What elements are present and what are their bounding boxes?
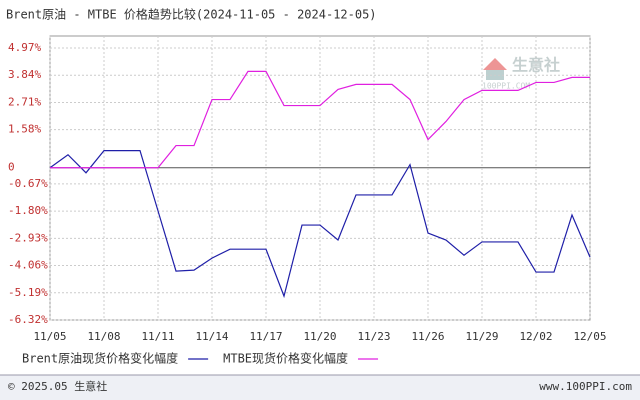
y-tick-label: -6.32% — [8, 313, 48, 326]
watermark-icon — [483, 58, 507, 70]
x-tick-label: 11/23 — [357, 330, 390, 343]
y-tick-label: 4.97% — [8, 41, 41, 54]
y-tick-label: 2.71% — [8, 95, 41, 108]
x-tick-label: 11/20 — [303, 330, 336, 343]
x-tick-label: 11/08 — [87, 330, 120, 343]
y-tick-label: -5.19% — [8, 286, 48, 299]
x-tick-label: 11/26 — [411, 330, 444, 343]
x-tick-label: 11/05 — [33, 330, 66, 343]
y-tick-label: 1.58% — [8, 123, 41, 136]
x-tick-label: 12/02 — [519, 330, 552, 343]
watermark-sub: 100PPI.COM — [482, 82, 530, 91]
y-tick-label: 0 — [8, 161, 15, 174]
footer-bar — [0, 375, 640, 400]
chart-title: Brent原油 - MTBE 价格趋势比较(2024-11-05 - 2024-… — [6, 7, 377, 22]
x-tick-label: 11/14 — [195, 330, 228, 343]
x-tick-label: 11/29 — [465, 330, 498, 343]
series-line — [50, 70, 590, 169]
x-tick-label: 11/17 — [249, 330, 282, 343]
y-tick-label: 3.84% — [8, 68, 41, 81]
y-tick-label: -1.80% — [8, 204, 48, 217]
footer-left: © 2025.05 生意社 — [8, 379, 107, 393]
x-tick-label: 11/11 — [141, 330, 174, 343]
y-tick-label: -2.93% — [8, 231, 48, 244]
series-line — [49, 150, 591, 299]
footer-right: www.100PPI.com — [539, 380, 632, 393]
x-tick-label: 12/05 — [573, 330, 606, 343]
y-tick-label: -4.06% — [8, 259, 48, 272]
legend-label: Brent原油现货价格变化幅度 — [22, 351, 178, 366]
y-tick-label: -0.67% — [8, 177, 48, 190]
legend-label: MTBE现货价格变化幅度 — [223, 351, 348, 366]
